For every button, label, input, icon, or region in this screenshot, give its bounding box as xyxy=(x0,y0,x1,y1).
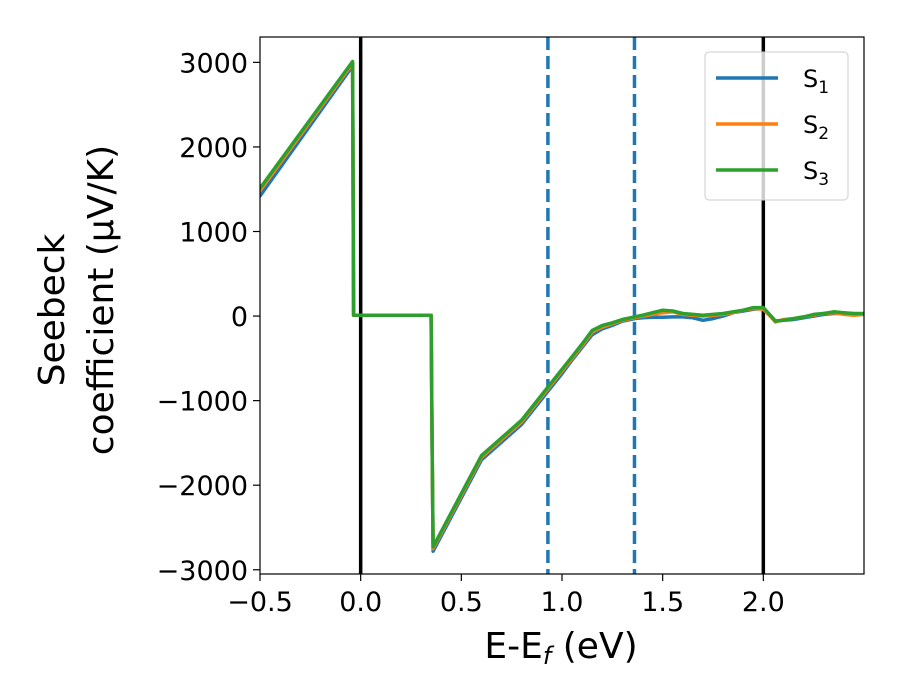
legend-box xyxy=(704,51,849,201)
y-tick-label: 1000 xyxy=(179,218,248,249)
y-axis-title-line2: coefficient (μV/K) xyxy=(81,145,122,455)
legend-label-S1: S1 xyxy=(803,65,829,98)
x-tick-label: 2.0 xyxy=(742,587,785,618)
x-tick-label: 0.5 xyxy=(440,587,483,618)
y-axis-ticks: −3000 −2000 −1000 0 1000 2000 3000 xyxy=(157,48,260,587)
y-tick-label: 2000 xyxy=(179,133,248,164)
x-axis-title-unit: (eV) xyxy=(551,626,637,667)
x-tick-label: 0.0 xyxy=(339,587,382,618)
legend-items: S1 S2 S3 xyxy=(716,65,829,190)
legend: S1 S2 S3 xyxy=(704,51,849,201)
y-tick-label: 3000 xyxy=(179,48,248,79)
x-tick-label: 1.5 xyxy=(641,587,684,618)
series-lines xyxy=(260,59,864,553)
x-axis-ticks: −0.5 0.0 0.5 1.0 1.5 2.0 xyxy=(227,574,785,618)
legend-label-S3: S3 xyxy=(803,157,829,190)
legend-label-S2: S2 xyxy=(803,111,829,144)
y-tick-label: −1000 xyxy=(157,387,248,418)
x-axis-title: E-Ef (eV) xyxy=(484,626,637,670)
y-tick-label: 0 xyxy=(231,302,248,333)
series-line-S3 xyxy=(260,59,864,549)
y-axis-title-line1: Seebeck xyxy=(32,233,73,386)
x-axis-title-main: E-E xyxy=(484,626,542,667)
y-tick-label: −2000 xyxy=(157,471,248,502)
x-tick-label: −0.5 xyxy=(227,587,293,618)
x-tick-label: 1.0 xyxy=(541,587,584,618)
reference-lines xyxy=(358,37,766,574)
y-tick-label: −3000 xyxy=(157,556,248,587)
